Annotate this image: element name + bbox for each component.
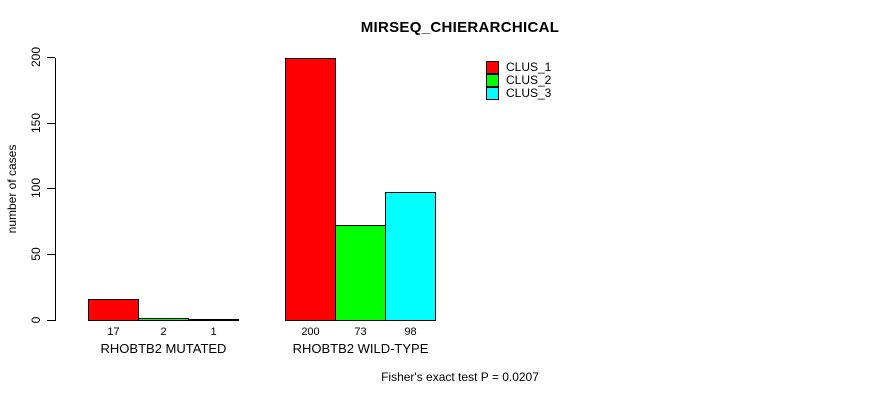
legend-swatch-clus-1 bbox=[486, 61, 499, 74]
y-tick-mark bbox=[47, 188, 55, 189]
y-tick-label: 0 bbox=[29, 316, 43, 324]
legend-swatch-clus-3 bbox=[486, 87, 499, 100]
y-axis-line bbox=[55, 58, 56, 321]
bar-value-label: 1 bbox=[210, 326, 217, 338]
y-tick-mark bbox=[47, 123, 55, 124]
legend-item-clus-3: CLUS_3 bbox=[486, 86, 552, 100]
fisher-test-annotation: Fisher's exact test P = 0.0207 bbox=[381, 370, 539, 384]
legend-label: CLUS_1 bbox=[506, 60, 552, 74]
bar-value-label: 200 bbox=[301, 326, 320, 338]
legend: CLUS_1 CLUS_2 CLUS_3 bbox=[486, 60, 552, 101]
bar-wildtype-clus-2 bbox=[335, 225, 386, 321]
bar-value-label: 98 bbox=[404, 326, 417, 338]
bar-mutated-clus-1 bbox=[88, 299, 139, 321]
chart-title: MIRSEQ_CHIERARCHICAL bbox=[360, 19, 560, 36]
y-axis-label: number of cases bbox=[5, 144, 19, 234]
bar-mutated-clus-3 bbox=[188, 319, 239, 321]
group-label-wildtype: RHOBTB2 WILD-TYPE bbox=[292, 341, 429, 356]
legend-item-clus-2: CLUS_2 bbox=[486, 73, 552, 87]
y-tick-mark bbox=[47, 320, 55, 321]
bar-value-label: 73 bbox=[354, 326, 367, 338]
group-label-mutated: RHOBTB2 MUTATED bbox=[100, 341, 227, 356]
legend-label: CLUS_2 bbox=[506, 73, 552, 87]
bar-mutated-clus-2 bbox=[138, 318, 189, 321]
legend-swatch-clus-2 bbox=[486, 74, 499, 87]
y-tick-mark bbox=[47, 254, 55, 255]
legend-item-clus-1: CLUS_1 bbox=[486, 60, 552, 74]
bar-wildtype-clus-1 bbox=[285, 58, 336, 321]
y-tick-label: 150 bbox=[29, 112, 43, 134]
y-tick-label: 50 bbox=[29, 247, 43, 261]
bar-value-label: 17 bbox=[107, 326, 120, 338]
bar-wildtype-clus-3 bbox=[385, 192, 436, 321]
y-tick-label: 200 bbox=[29, 46, 43, 68]
y-tick-mark bbox=[47, 57, 55, 58]
bar-value-label: 2 bbox=[160, 326, 167, 338]
y-tick-label: 100 bbox=[29, 177, 43, 199]
legend-label: CLUS_3 bbox=[506, 86, 552, 100]
